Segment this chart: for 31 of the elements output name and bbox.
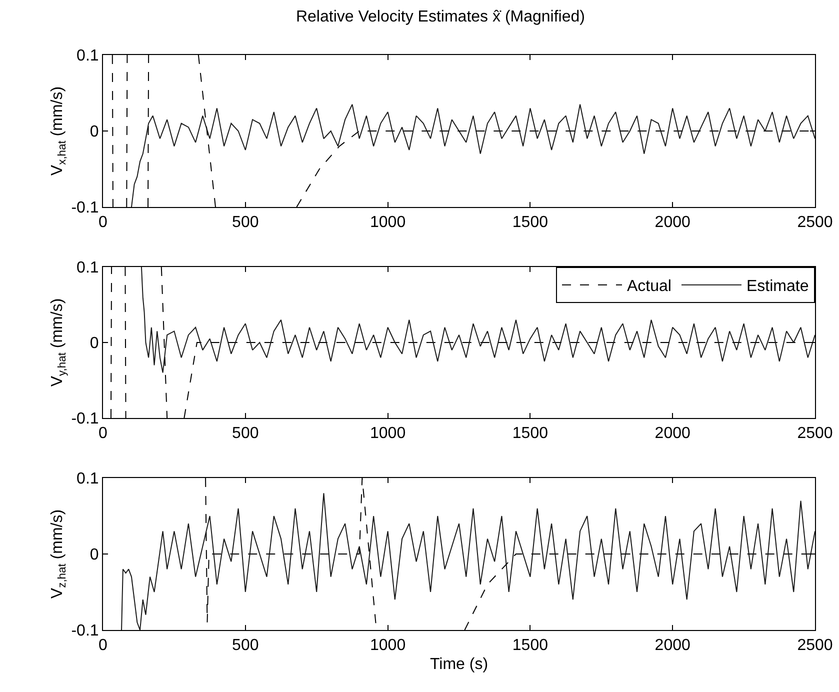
line-series: [140, 267, 815, 374]
legend-label: Actual: [627, 278, 672, 296]
y-tick-label: 0: [90, 335, 99, 352]
x-tick-label: 1500: [512, 637, 548, 654]
x-tick-label: 1500: [512, 425, 548, 442]
line-series: [130, 104, 815, 207]
x-tick-label: 500: [232, 425, 259, 442]
y-tick-label: -0.1: [71, 410, 99, 428]
x-axis-title: Time (s): [430, 656, 488, 673]
line-series: [121, 492, 815, 630]
y-tick-label: -0.1: [71, 200, 99, 217]
y-tick-label: 0.1: [76, 470, 99, 488]
x-tick-label: 500: [232, 637, 259, 654]
x-tick-label: 1000: [370, 425, 406, 442]
x-tick-label: 2000: [654, 425, 690, 442]
y-tick-label: 0.1: [76, 48, 99, 65]
x-tick-label: 1000: [370, 637, 406, 654]
x-tick-label: 1500: [512, 214, 548, 232]
x-tick-label: 2500: [797, 214, 833, 232]
x-tick-label: 1000: [370, 214, 406, 232]
x-tick-label: 2500: [797, 425, 833, 442]
y-tick-label: 0: [90, 546, 99, 564]
y-tick-label: 0: [90, 124, 99, 141]
legend-label: Estimate: [746, 278, 809, 296]
x-tick-label: 2000: [654, 637, 690, 654]
y-tick-label: -0.1: [71, 622, 99, 640]
x-tick-label: 500: [232, 214, 259, 232]
x-tick-label: 2500: [797, 637, 833, 654]
chart-title: Relative Velocity Estimates x̂̇ (Magnified): [296, 8, 585, 26]
y-tick-label: 0.1: [76, 260, 99, 277]
x-tick-label: 2000: [654, 214, 690, 232]
